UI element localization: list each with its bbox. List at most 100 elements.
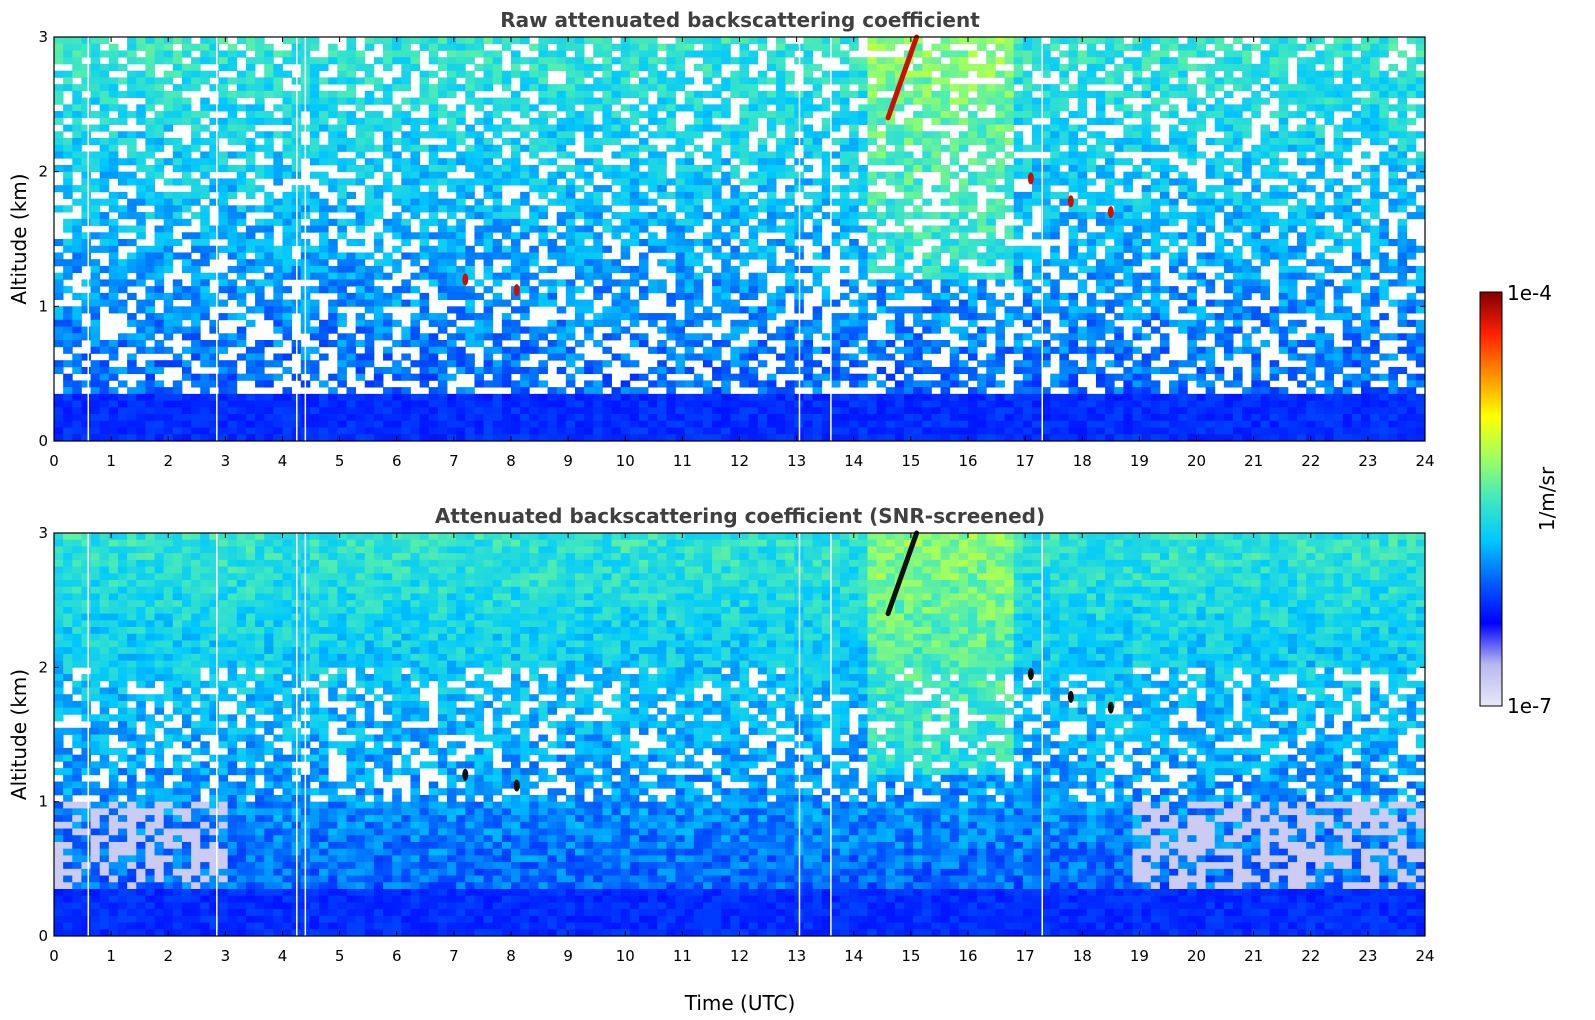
heatmap-cell — [904, 272, 914, 280]
heatmap-cell — [511, 37, 521, 45]
heatmap-cell — [666, 292, 676, 300]
heatmap-cell — [1214, 198, 1225, 206]
heatmap-cell — [1370, 198, 1380, 206]
heatmap-cell — [1297, 124, 1307, 132]
heatmap-cell — [702, 353, 713, 361]
heatmap-cell — [1351, 333, 1362, 341]
heatmap-cell — [574, 319, 585, 327]
heatmap-cell — [1242, 131, 1252, 139]
heatmap-cell — [81, 185, 91, 193]
heatmap-cell — [200, 286, 210, 294]
heatmap-cell — [465, 185, 475, 193]
heatmap-cell — [117, 63, 128, 72]
heatmap-cell — [90, 151, 101, 159]
heatmap-cell — [373, 239, 384, 247]
heatmap-cell — [629, 232, 640, 240]
heatmap-cell — [90, 63, 101, 72]
heatmap-cell — [282, 131, 293, 139]
heatmap-cell — [894, 212, 905, 220]
heatmap-cell — [949, 50, 960, 58]
heatmap-cell — [200, 353, 210, 361]
heatmap-cell — [712, 104, 722, 112]
heatmap-cell — [520, 70, 530, 78]
heatmap-cell — [63, 84, 73, 92]
heatmap-cell — [410, 232, 420, 240]
heatmap-cell — [1242, 346, 1252, 354]
heatmap-cell — [465, 57, 475, 65]
heatmap-cell — [1059, 63, 1069, 72]
heatmap-cell — [675, 57, 686, 65]
heatmap-cell — [328, 50, 338, 58]
heatmap-cell — [730, 124, 740, 132]
heatmap-cell — [894, 185, 905, 193]
heatmap-cell — [1031, 50, 1042, 58]
heatmap-cell — [309, 138, 320, 146]
heatmap-cell — [200, 225, 210, 233]
heatmap-cell — [447, 90, 457, 98]
heatmap-cell — [757, 138, 768, 146]
heatmap-cell — [958, 70, 969, 78]
heatmap-cell — [328, 205, 338, 213]
heatmap-cell — [136, 232, 146, 240]
heatmap-cell — [236, 252, 247, 260]
heatmap-cell — [437, 292, 448, 300]
heatmap-cell — [465, 37, 475, 45]
heatmap-cell — [319, 117, 329, 125]
heatmap-cell — [383, 84, 393, 92]
heatmap-cell — [931, 265, 941, 274]
heatmap-cell — [1059, 50, 1069, 58]
heatmap-cell — [501, 97, 512, 105]
heatmap-cell — [867, 340, 877, 348]
heatmap-cell — [72, 90, 82, 98]
heatmap-cell — [1388, 37, 1398, 45]
heatmap-cell — [410, 259, 420, 267]
heatmap-cell — [456, 151, 466, 159]
heatmap-cell — [1214, 77, 1225, 85]
heatmap-cell — [1287, 205, 1298, 213]
heatmap-cell — [721, 239, 731, 247]
heatmap-cell — [428, 151, 439, 159]
heatmap-cell — [273, 326, 283, 334]
heatmap-cell — [1415, 353, 1426, 361]
heatmap-cell — [675, 272, 686, 280]
heatmap-cell — [977, 272, 987, 280]
heatmap-cell — [1004, 117, 1015, 125]
heatmap-cell — [99, 63, 110, 72]
heatmap-cell — [309, 306, 320, 314]
heatmap-cell — [1013, 131, 1024, 139]
heatmap-cell — [1031, 299, 1042, 307]
heatmap-cell — [1196, 306, 1207, 314]
heatmap-cell — [1141, 313, 1152, 321]
heatmap-cell — [803, 319, 814, 327]
heatmap-cell — [419, 84, 430, 92]
heatmap-cell — [995, 198, 1005, 206]
heatmap-cell — [255, 340, 265, 348]
heatmap-cell — [730, 265, 740, 274]
heatmap-cell — [154, 252, 165, 260]
heatmap-cell — [447, 353, 457, 361]
heatmap-cell — [364, 279, 375, 287]
heatmap-cell — [108, 57, 119, 65]
heatmap-cell — [1086, 43, 1097, 51]
heatmap-cell — [574, 63, 585, 72]
heatmap-cell — [1132, 198, 1143, 206]
heatmap-cell — [1233, 117, 1243, 125]
heatmap-cell — [1223, 259, 1234, 267]
heatmap-cell — [1278, 218, 1289, 226]
heatmap-cell — [913, 77, 923, 85]
heatmap-cell — [99, 138, 110, 146]
heatmap-cell — [63, 43, 73, 51]
heatmap-cell — [401, 97, 411, 105]
heatmap-cell — [1059, 218, 1069, 226]
heatmap-cell — [684, 340, 695, 348]
heatmap-cell — [364, 43, 375, 51]
heatmap-cell — [1123, 90, 1133, 98]
heatmap-cell — [986, 90, 996, 98]
heatmap-cell — [200, 239, 210, 247]
heatmap-cell — [1379, 292, 1389, 300]
heatmap-cell — [337, 353, 347, 361]
heatmap-cell — [501, 178, 512, 186]
heatmap-cell — [584, 117, 594, 125]
heatmap-cell — [191, 279, 201, 287]
heatmap-cell — [392, 50, 402, 58]
